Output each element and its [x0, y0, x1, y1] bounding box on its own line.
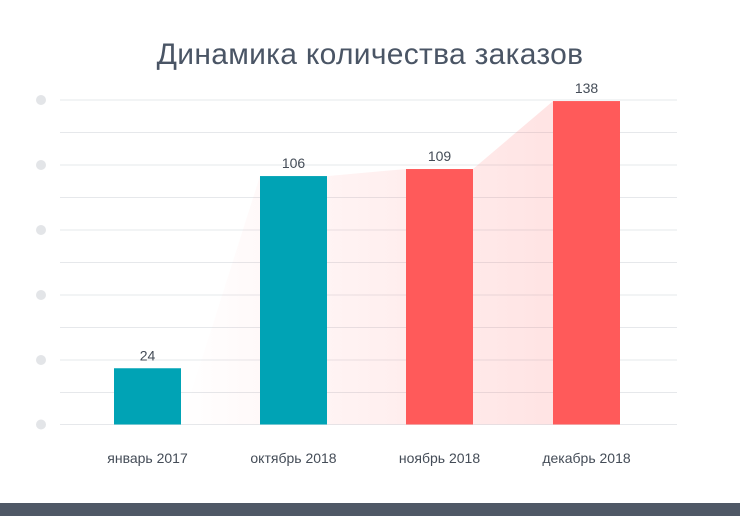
category-label: октябрь 2018 [250, 450, 336, 466]
y-axis-dot [36, 225, 46, 235]
chart-title: Динамика количества заказов [156, 38, 584, 71]
category-label: ноябрь 2018 [399, 450, 480, 466]
y-axis-dot [36, 160, 46, 170]
data-label: 138 [575, 80, 599, 96]
y-axis-dots [36, 95, 46, 430]
bar-2 [260, 176, 327, 425]
category-label: январь 2017 [107, 450, 188, 466]
category-labels: январь 2017 октябрь 2018 ноябрь 2018 декабр… [107, 450, 631, 466]
data-label: 24 [140, 347, 156, 363]
bar-3 [406, 169, 473, 425]
bar-1 [114, 368, 181, 425]
data-labels: 24 106 109 138 [140, 80, 599, 363]
bars [114, 101, 620, 425]
y-axis-dot [36, 290, 46, 300]
footer-bar [0, 503, 740, 516]
y-axis-dot [36, 355, 46, 365]
bar-4 [553, 101, 620, 425]
data-label: 106 [282, 155, 306, 171]
y-axis-dot [36, 95, 46, 105]
y-axis-dot [36, 419, 46, 430]
data-label: 109 [428, 148, 452, 164]
category-label: декабрь 2018 [542, 450, 631, 466]
